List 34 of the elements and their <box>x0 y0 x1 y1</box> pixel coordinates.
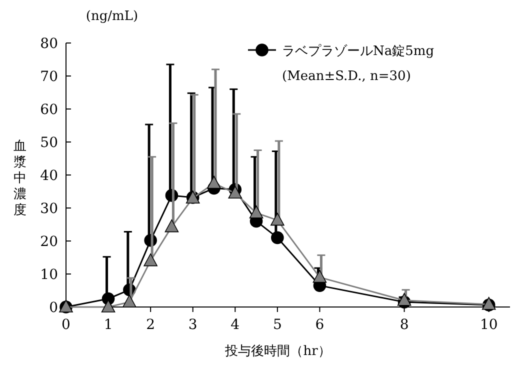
y-axis-title: 血漿中濃度 <box>14 139 26 218</box>
point <box>271 231 284 244</box>
point <box>144 253 158 266</box>
x-tick-label: 1 <box>104 317 113 333</box>
y-tick-label: 50 <box>40 135 58 151</box>
y-tick-label: 20 <box>40 234 58 250</box>
y-tick-label: 10 <box>40 267 58 283</box>
x-tick-label: 0 <box>62 317 70 333</box>
point <box>228 186 242 199</box>
point <box>270 212 284 226</box>
y-tick-label: 0 <box>49 300 58 316</box>
point <box>249 206 264 218</box>
y-tick-label: 70 <box>40 69 58 85</box>
y-tick-label: 40 <box>40 168 58 184</box>
x-tick-label: 5 <box>272 317 282 333</box>
x-tick-label: 2 <box>146 317 156 333</box>
x-axis-title: 投与後時間（hr） <box>224 344 331 359</box>
y-tick-label: 80 <box>40 36 58 52</box>
point <box>397 293 412 306</box>
point <box>207 176 221 189</box>
x-tick-label: 3 <box>188 317 198 333</box>
point <box>312 270 327 283</box>
y-tick-label: 30 <box>40 201 58 217</box>
point <box>122 294 136 308</box>
text: (ng/mL) <box>86 9 138 24</box>
point <box>101 300 116 312</box>
x-tick-label: 6 <box>315 317 324 333</box>
x-tick-label: 10 <box>480 317 498 333</box>
point <box>164 219 179 232</box>
legend-label: ラベプラゾールNa錠5mg <box>282 44 434 59</box>
x-tick-label: 8 <box>400 317 409 333</box>
y-tick-label: 60 <box>40 102 58 118</box>
x-tick-label: 4 <box>230 317 240 333</box>
annotation: (Mean±S.D., n=30) <box>282 69 411 84</box>
